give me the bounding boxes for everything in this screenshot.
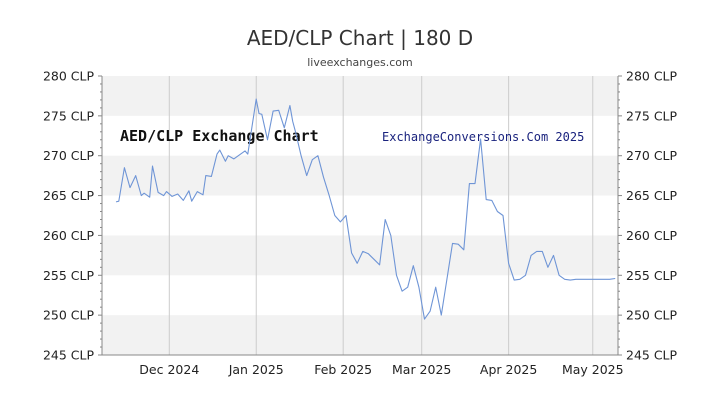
grid-band xyxy=(102,155,618,196)
y-tick-label-right: 265 CLP xyxy=(626,188,678,203)
x-tick-label: Dec 2024 xyxy=(139,362,199,377)
grid-band xyxy=(102,235,618,276)
x-tick-label: Apr 2025 xyxy=(480,362,537,377)
y-tick-labels: 245 CLP 245 CLP 250 CLP 250 CLP 255 CLP 255 C… xyxy=(43,69,678,363)
x-tick-labels: Dec 2024 Jan 2025 Feb 2025 Mar 2025 Apr 2025… xyxy=(139,362,623,377)
y-tick-label-right: 255 CLP xyxy=(626,268,678,283)
y-tick-label-right: 275 CLP xyxy=(626,108,678,123)
chart-title: AED/CLP Chart | 180 D xyxy=(246,26,474,50)
y-tick-label-right: 245 CLP xyxy=(626,348,678,363)
x-tick-label: Mar 2025 xyxy=(392,362,451,377)
watermark-left: AED/CLP Exchange Chart xyxy=(120,127,319,145)
y-tick-label-left: 245 CLP xyxy=(43,348,95,363)
y-tick-label-left: 275 CLP xyxy=(43,108,95,123)
series-line xyxy=(115,98,616,320)
chart-axes xyxy=(98,75,622,356)
x-tick-label: Jan 2025 xyxy=(228,362,284,377)
x-tick-label: Feb 2025 xyxy=(314,362,372,377)
y-tick-label-right: 260 CLP xyxy=(626,228,678,243)
y-tick-label-left: 260 CLP xyxy=(43,228,95,243)
series-group xyxy=(115,98,616,320)
y-tick-label-left: 265 CLP xyxy=(43,188,95,203)
y-tick-label-right: 250 CLP xyxy=(626,308,678,323)
x-tick-label: May 2025 xyxy=(562,362,624,377)
y-tick-label-left: 255 CLP xyxy=(43,268,95,283)
y-tick-label-right: 280 CLP xyxy=(626,69,678,84)
vertical-gridlines xyxy=(168,76,594,355)
grid-bands xyxy=(102,76,618,355)
grid-band xyxy=(102,76,618,116)
y-tick-label-left: 270 CLP xyxy=(43,148,95,163)
watermark-right: ExchangeConversions.Com 2025 xyxy=(382,130,584,144)
y-tick-label-left: 280 CLP xyxy=(43,69,95,84)
chart-subtitle: liveexchanges.com xyxy=(307,56,413,69)
grid-band xyxy=(102,315,618,355)
y-tick-label-right: 270 CLP xyxy=(626,148,678,163)
y-tick-label-left: 250 CLP xyxy=(43,308,95,323)
